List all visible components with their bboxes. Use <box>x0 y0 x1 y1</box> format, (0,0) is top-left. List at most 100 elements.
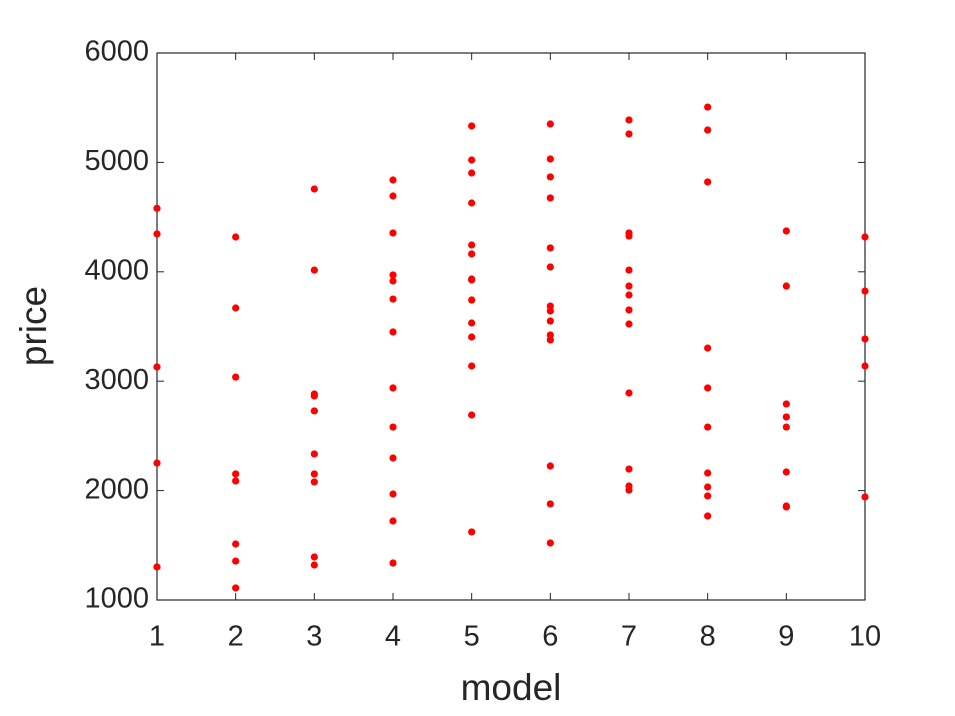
point <box>861 493 869 501</box>
point <box>625 389 633 397</box>
point <box>782 227 790 235</box>
x-tick-label: 8 <box>700 621 716 653</box>
point <box>232 584 240 592</box>
point <box>389 490 397 498</box>
point <box>625 266 633 274</box>
point <box>232 304 240 312</box>
point <box>468 528 476 536</box>
point <box>310 185 318 193</box>
point <box>389 454 397 462</box>
x-tick-label: 2 <box>228 621 244 653</box>
point <box>389 271 397 279</box>
point <box>468 250 476 258</box>
point <box>704 423 712 431</box>
point <box>625 116 633 124</box>
point <box>468 333 476 341</box>
point <box>310 392 318 400</box>
point <box>704 103 712 111</box>
x-axis-label: model <box>461 667 562 708</box>
point <box>468 122 476 130</box>
point <box>546 120 554 128</box>
point <box>546 307 554 315</box>
point <box>625 282 633 290</box>
point <box>861 362 869 370</box>
point <box>546 302 554 310</box>
point <box>625 232 633 240</box>
point <box>389 559 397 567</box>
point <box>546 155 554 163</box>
point <box>468 276 476 284</box>
point <box>546 462 554 470</box>
point <box>389 176 397 184</box>
point <box>625 320 633 328</box>
x-tick-label: 6 <box>542 621 558 653</box>
point <box>232 477 240 485</box>
point <box>704 344 712 352</box>
y-tick-label: 3000 <box>84 364 149 396</box>
x-tick-label: 4 <box>385 621 401 653</box>
point <box>782 400 790 408</box>
x-tick-label: 7 <box>621 621 637 653</box>
point <box>389 423 397 431</box>
point <box>625 465 633 473</box>
point <box>153 204 161 212</box>
point <box>625 486 633 494</box>
y-axis-label: price <box>13 286 54 366</box>
point <box>389 229 397 237</box>
point <box>546 317 554 325</box>
point <box>782 282 790 290</box>
point <box>389 295 397 303</box>
point <box>468 169 476 177</box>
point <box>310 478 318 486</box>
point <box>389 517 397 525</box>
point <box>389 277 397 285</box>
point <box>861 335 869 343</box>
point <box>782 413 790 421</box>
point <box>782 423 790 431</box>
point <box>704 178 712 186</box>
point <box>468 362 476 370</box>
point <box>468 319 476 327</box>
point <box>704 483 712 491</box>
point <box>546 500 554 508</box>
point <box>546 263 554 271</box>
point <box>232 540 240 548</box>
point <box>468 156 476 164</box>
point <box>704 384 712 392</box>
x-tick-label: 10 <box>849 621 881 653</box>
plot-frame <box>156 52 866 601</box>
point <box>704 126 712 134</box>
x-tick-label: 9 <box>778 621 794 653</box>
point <box>153 230 161 238</box>
point <box>310 407 318 415</box>
point <box>310 450 318 458</box>
point <box>468 199 476 207</box>
point <box>310 470 318 478</box>
point <box>704 469 712 477</box>
point <box>625 291 633 299</box>
point <box>546 194 554 202</box>
y-tick-label: 2000 <box>84 473 149 505</box>
point <box>546 336 554 344</box>
point <box>704 512 712 520</box>
point <box>546 244 554 252</box>
point <box>389 192 397 200</box>
point <box>389 328 397 336</box>
point <box>782 468 790 476</box>
point <box>153 563 161 571</box>
point <box>232 373 240 381</box>
point <box>625 306 633 314</box>
point <box>232 557 240 565</box>
y-tick-label: 1000 <box>84 583 149 615</box>
point <box>153 363 161 371</box>
x-tick-label: 5 <box>464 621 480 653</box>
point <box>232 470 240 478</box>
point <box>546 539 554 547</box>
point <box>468 296 476 304</box>
point <box>310 266 318 274</box>
point <box>153 459 161 467</box>
y-tick-label: 5000 <box>84 145 149 177</box>
point <box>310 553 318 561</box>
